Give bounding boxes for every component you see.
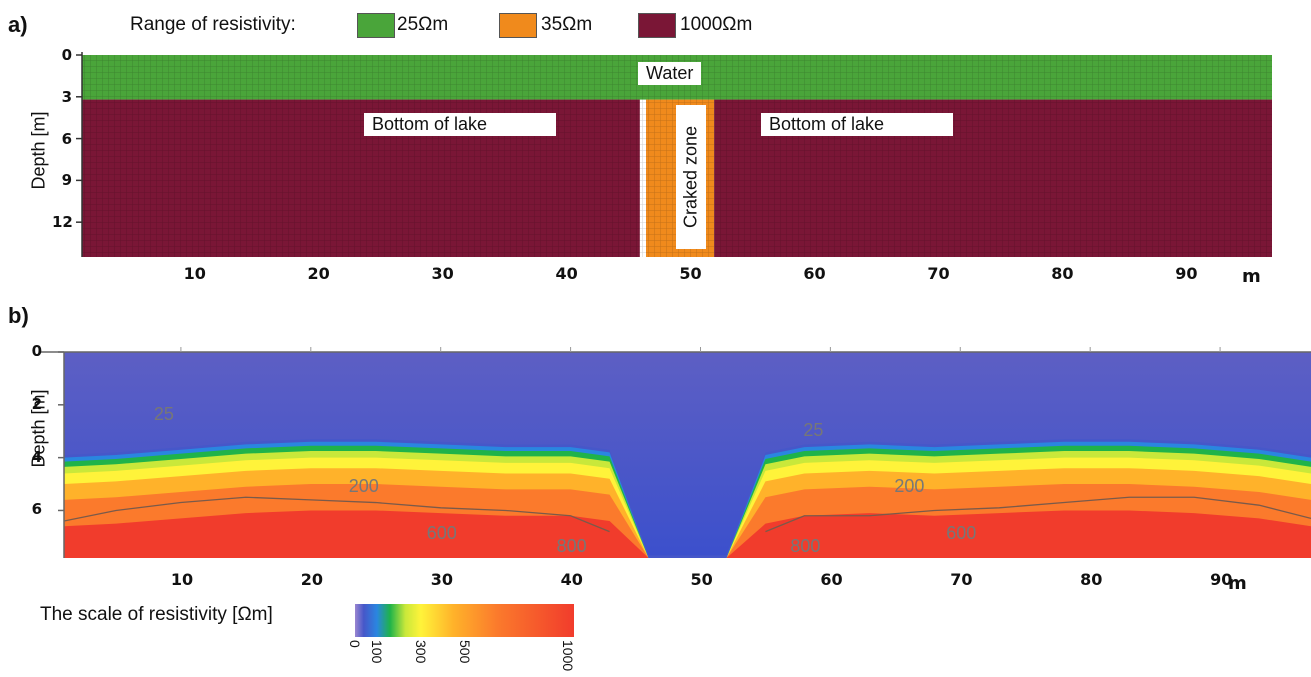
band-low — [64, 352, 1311, 556]
colorbar-tick: 1000 — [560, 640, 576, 672]
legend-label-1000: 1000Ωm — [680, 14, 753, 35]
panel-a-ytick: 12 — [52, 213, 73, 232]
craked-zone-box: Craked zone — [676, 105, 706, 249]
panel-a-xtick: 30 — [431, 264, 454, 283]
contour-label: 25 — [803, 420, 824, 441]
legend-label-35: 35Ωm — [541, 14, 593, 35]
panel-a-xtick: 90 — [1175, 264, 1198, 283]
panel-a-ytick: 0 — [61, 46, 72, 64]
panel-a-xtick: 60 — [803, 264, 826, 283]
panel-b-xtick: 80 — [1080, 570, 1103, 589]
panel-b-ytick: 0 — [31, 342, 42, 360]
panel-b-ytick: 4 — [31, 447, 42, 466]
panel-a-ytick: 6 — [61, 129, 72, 148]
panel-b-xtick: 20 — [300, 570, 324, 589]
panel-a-xtick: 50 — [679, 264, 702, 283]
panel-a-xtick: 10 — [183, 264, 206, 283]
bottom-of-lake-right-label: Bottom of lake — [761, 113, 953, 136]
panel-b-x-unit: m — [1228, 573, 1247, 594]
colorbar-tick: 0 — [347, 640, 363, 648]
panel-a-ytick: 3 — [61, 87, 72, 106]
colorbar — [355, 604, 574, 637]
contour-label: 25 — [153, 404, 174, 425]
legend-swatch-1000 — [638, 13, 676, 38]
colorbar-tick: 300 — [412, 640, 429, 664]
contour-label: 800 — [790, 536, 821, 557]
panel-b-ytick: 6 — [31, 500, 42, 519]
panel-a-label: a) — [8, 12, 28, 37]
panel-b-label: b) — [8, 303, 29, 328]
panel-a-x-unit: m — [1242, 266, 1261, 287]
bottom-of-lake-left-label: Bottom of lake — [364, 113, 556, 136]
panel-b-xtick: 60 — [820, 570, 843, 589]
contour-600-line-1 — [765, 496, 1311, 533]
panel-a-xtick: 70 — [927, 264, 950, 283]
panel-b-xtick: 30 — [430, 570, 453, 589]
contour-label: 200 — [348, 475, 379, 496]
colorbar-title: The scale of resistivity [Ωm] — [40, 604, 273, 625]
contour-label: 600 — [426, 523, 457, 544]
panel-b-xtick: 10 — [170, 570, 194, 589]
colorbar-tick: 100 — [368, 640, 385, 664]
panel-a-xtick: 40 — [555, 264, 578, 283]
panel-b-ytick: 2 — [31, 394, 42, 413]
panel-a-xtick: 80 — [1051, 264, 1074, 283]
contour-label: 800 — [556, 536, 587, 557]
panel-a-ytick: 9 — [61, 171, 72, 190]
contour-label: 600 — [946, 523, 977, 544]
panel-b-xtick: 70 — [950, 570, 973, 589]
panel-b-xtick: 40 — [560, 570, 583, 589]
legend-swatch-35 — [499, 13, 537, 38]
contour-600-line-0 — [64, 496, 610, 533]
legend-title: Range of resistivity: — [130, 14, 296, 35]
panel-a-xtick: 20 — [307, 264, 330, 283]
legend-swatch-25 — [357, 13, 395, 38]
panel-b-xtick: 90 — [1210, 570, 1233, 589]
colorbar-tick: 500 — [456, 640, 473, 664]
panel-b-xtick: 50 — [690, 570, 713, 589]
water-label: Water — [638, 62, 702, 85]
legend-label-25: 25Ωm — [397, 14, 449, 35]
contour-label: 200 — [894, 475, 925, 496]
